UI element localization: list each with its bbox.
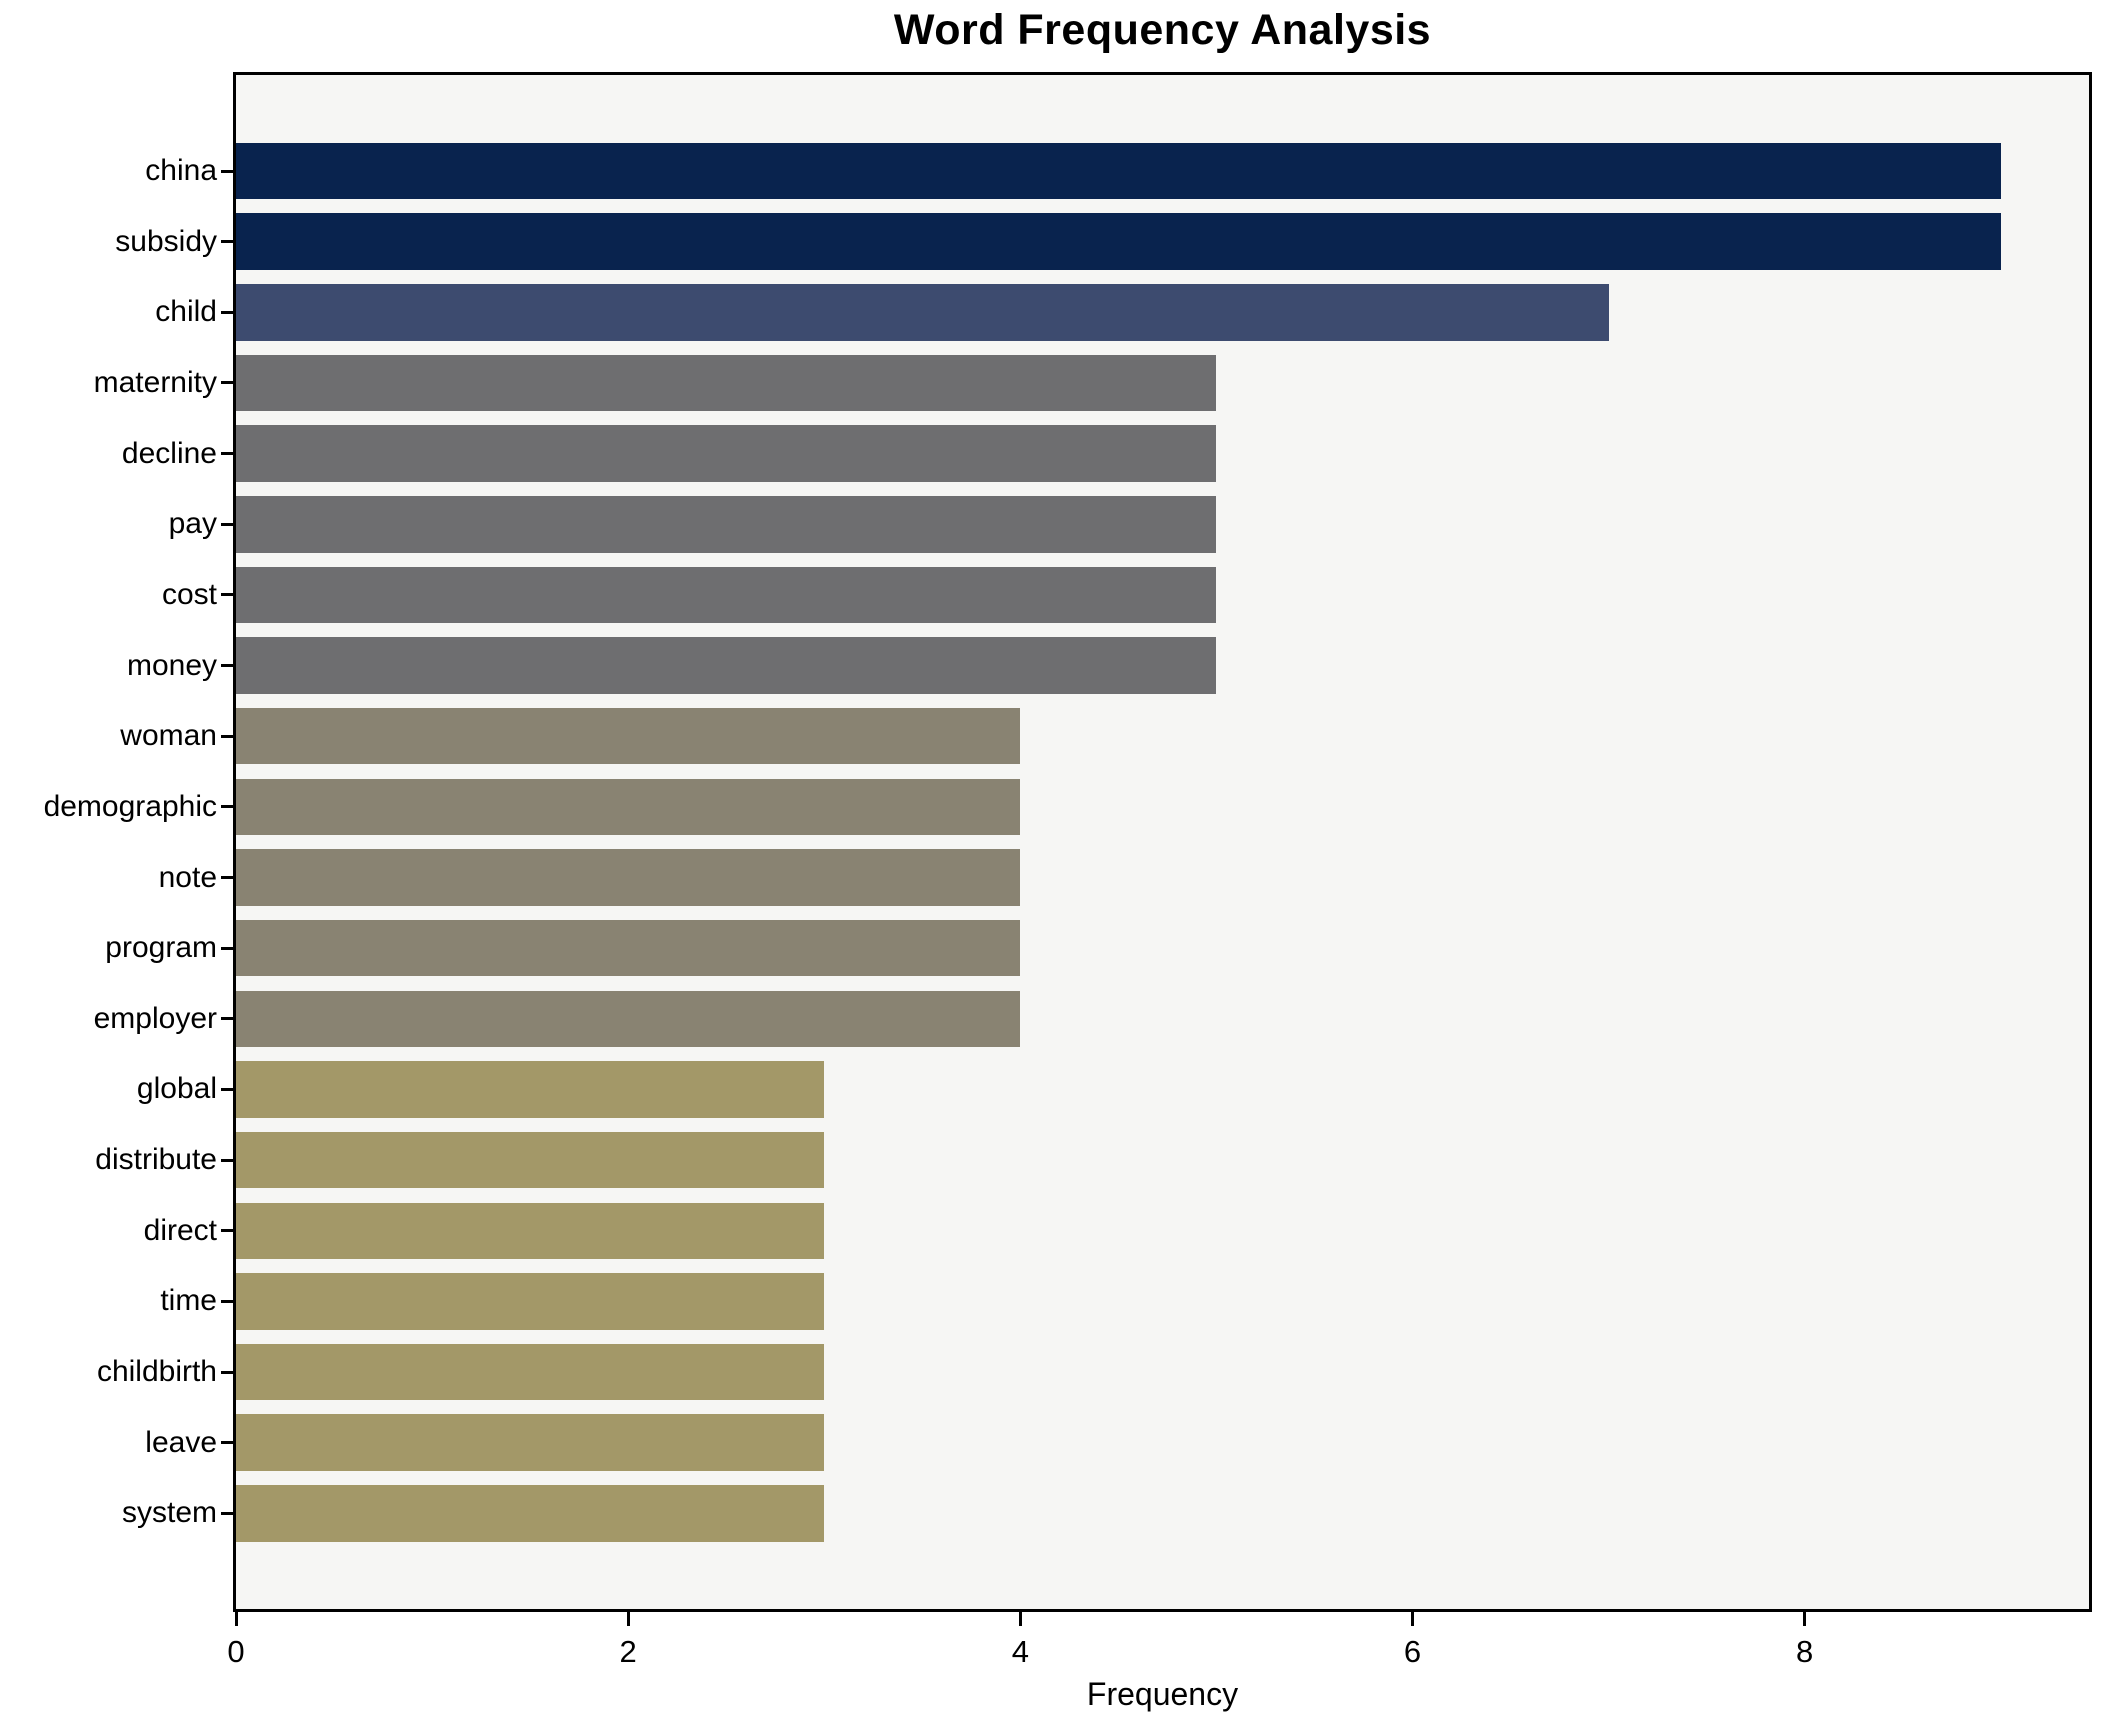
y-tick-label-system: system [121,1496,217,1530]
y-tick-mark [221,522,233,526]
x-tick-label-4: 4 [1011,1634,1029,1669]
x-tick-mark [1411,1612,1414,1626]
y-tick-mark [221,1087,233,1091]
x-tick-mark [1803,1612,1807,1626]
y-tick-label-note: note [158,860,217,894]
y-tick-mark [221,381,233,385]
y-tick-mark [221,734,233,738]
y-tick-mark [221,240,233,244]
y-tick-mark [221,664,233,668]
y-tick-mark [221,169,233,173]
bar-leave [236,1414,825,1471]
y-tick-label-woman: woman [120,719,217,753]
bar-china [236,142,2001,200]
y-tick-label-leave: leave [145,1425,217,1459]
y-tick-mark [221,1511,233,1515]
y-tick-label-demographic: demographic [43,789,217,823]
y-tick-mark [221,805,233,809]
y-tick-label-child: child [155,295,217,329]
bar-pay [236,496,1217,553]
bar-employer [236,990,1021,1048]
y-tick-mark [221,946,233,950]
x-tick-label-2: 2 [619,1634,637,1669]
y-tick-label-pay: pay [168,507,217,541]
y-tick-mark [221,310,233,314]
bar-direct [236,1202,825,1259]
x-tick-mark [626,1612,630,1626]
plot-area [233,72,2092,1612]
y-tick-label-money: money [126,648,217,682]
y-tick-label-childbirth: childbirth [96,1355,217,1389]
y-tick-mark [221,1441,233,1445]
bar-childbirth [236,1343,825,1401]
bar-child [236,284,1609,341]
bar-distribute [236,1131,825,1189]
y-tick-label-time: time [160,1284,217,1318]
bar-system [236,1485,825,1542]
y-tick-label-decline: decline [121,436,217,470]
y-tick-mark [221,1370,233,1374]
y-tick-label-cost: cost [161,577,217,611]
x-tick-mark [234,1612,238,1626]
y-tick-mark [221,1299,233,1303]
y-tick-label-china: china [145,154,217,187]
y-tick-mark [221,452,233,456]
y-tick-mark [221,1229,233,1233]
y-tick-label-maternity: maternity [93,365,217,399]
y-tick-mark [221,1158,233,1162]
bar-demographic [236,778,1021,836]
bar-note [236,849,1021,906]
bar-woman [236,707,1021,765]
bar-money [236,637,1217,694]
y-tick-label-employer: employer [93,1001,217,1035]
y-tick-label-program: program [105,931,217,965]
y-tick-mark [221,876,233,879]
y-tick-label-global: global [136,1072,217,1106]
chart-title: Word Frequency Analysis [893,6,1432,54]
bar-global [236,1061,825,1118]
y-tick-label-subsidy: subsidy [115,224,217,258]
y-tick-mark [221,593,233,597]
x-axis-label: Frequency [1086,1676,1239,1712]
x-tick-label-8: 8 [1796,1634,1814,1669]
x-tick-label-0: 0 [227,1634,245,1669]
y-tick-label-distribute: distribute [95,1143,217,1177]
bar-program [236,919,1021,977]
bar-maternity [236,354,1217,412]
y-tick-label-direct: direct [143,1213,217,1247]
x-tick-mark [1018,1612,1022,1626]
bar-subsidy [236,213,2001,270]
x-tick-label-6: 6 [1403,1634,1422,1669]
bar-time [236,1273,825,1330]
bar-decline [236,425,1217,482]
y-tick-mark [221,1017,233,1021]
bar-cost [236,566,1217,624]
